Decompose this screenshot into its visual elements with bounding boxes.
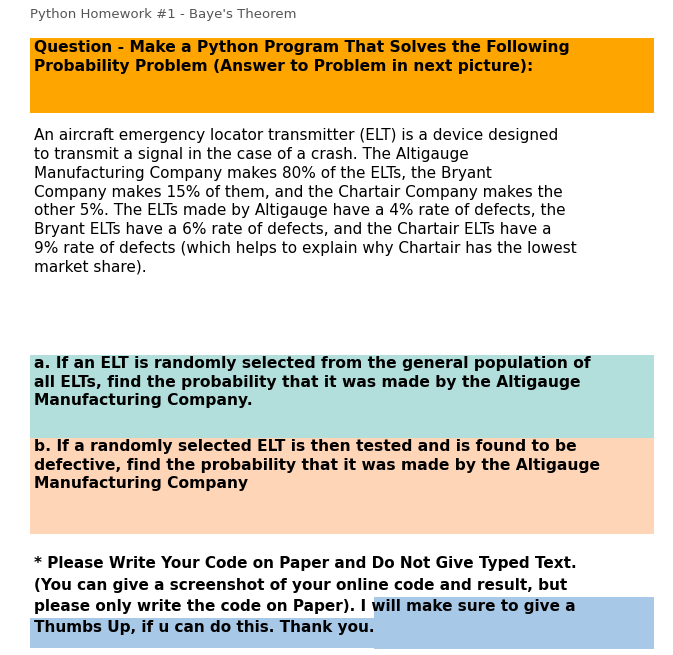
Text: Python Homework #1 - Baye's Theorem: Python Homework #1 - Baye's Theorem [30, 8, 297, 21]
FancyBboxPatch shape [30, 38, 654, 113]
Text: An aircraft emergency locator transmitter (ELT) is a device designed
to transmit: An aircraft emergency locator transmitte… [34, 128, 576, 275]
Text: Question - Make a Python Program That Solves the Following
Probability Problem (: Question - Make a Python Program That So… [34, 40, 569, 73]
FancyBboxPatch shape [30, 355, 654, 438]
FancyBboxPatch shape [30, 618, 654, 648]
FancyBboxPatch shape [374, 597, 654, 649]
Text: please only write the code on Paper). I will make sure to give a: please only write the code on Paper). I … [34, 599, 575, 614]
Text: Thumbs Up, if u can do this. Thank you.: Thumbs Up, if u can do this. Thank you. [34, 620, 374, 635]
Text: b. If a randomly selected ELT is then tested and is found to be
defective, find : b. If a randomly selected ELT is then te… [34, 439, 600, 491]
FancyBboxPatch shape [30, 438, 654, 534]
Text: * Please Write Your Code on Paper and Do Not Give Typed Text.: * Please Write Your Code on Paper and Do… [34, 556, 576, 571]
Text: a. If an ELT is randomly selected from the general population of
all ELTs, find : a. If an ELT is randomly selected from t… [34, 356, 590, 408]
Text: (You can give a screenshot of your online code and result, but: (You can give a screenshot of your onlin… [34, 578, 567, 593]
